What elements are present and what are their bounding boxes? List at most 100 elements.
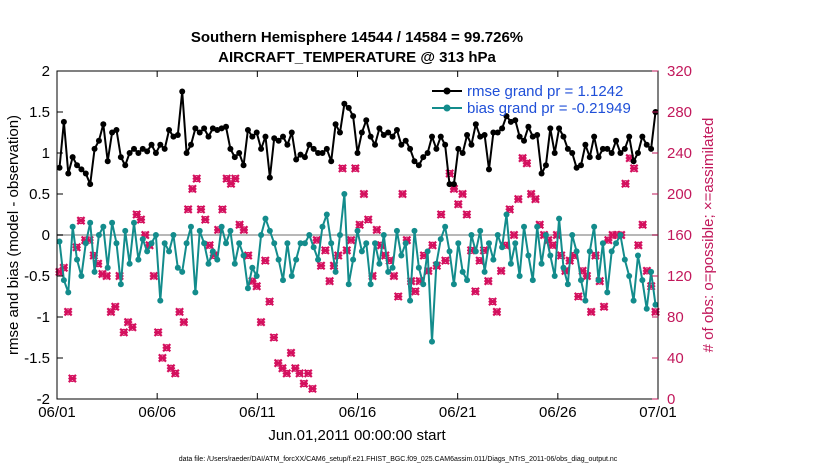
bias-point xyxy=(126,260,133,267)
bias-point xyxy=(407,297,414,304)
rmse-point xyxy=(315,150,322,156)
bias-point xyxy=(586,248,593,255)
rmse-point xyxy=(586,154,593,161)
legend-rmse-label: rmse grand pr = 1.1242 xyxy=(467,83,623,100)
legend-rmse-swatch-marker xyxy=(443,87,451,95)
rmse-point xyxy=(91,145,98,152)
rmse-point xyxy=(503,113,510,120)
rmse-point xyxy=(161,145,168,152)
bias-point xyxy=(577,277,584,284)
rmse-point xyxy=(376,125,383,132)
bias-point xyxy=(288,273,295,279)
bias-point xyxy=(503,211,510,218)
obs-assimilated-point xyxy=(346,235,356,245)
rmse-point xyxy=(240,162,247,169)
bias-point xyxy=(350,256,357,263)
bias-point xyxy=(512,240,519,247)
obs-assimilated-point xyxy=(398,189,407,199)
bias-point xyxy=(196,227,203,234)
bias-point xyxy=(266,227,273,234)
bias-point xyxy=(91,268,98,275)
rmse-point xyxy=(148,141,155,148)
rmse-point xyxy=(643,141,650,148)
rmse-point xyxy=(424,150,431,156)
rmse-point xyxy=(201,125,208,132)
bias-point xyxy=(634,252,641,259)
obs-assimilated-point xyxy=(441,256,450,266)
rmse-point xyxy=(179,88,186,95)
bias-point xyxy=(170,232,177,238)
rmse-point xyxy=(262,133,269,140)
rmse-point xyxy=(280,133,287,140)
rmse-point xyxy=(253,129,260,136)
rmse-point xyxy=(223,123,230,130)
bias-point xyxy=(275,256,282,263)
bias-point xyxy=(354,227,361,234)
bias-point xyxy=(547,252,554,259)
bias-point xyxy=(293,256,300,263)
obs-assimilated-point xyxy=(509,230,519,240)
obs-assimilated-point xyxy=(196,204,206,214)
rmse-point xyxy=(442,141,449,148)
obs-assimilated-point xyxy=(149,271,159,281)
rmse-point xyxy=(481,131,488,138)
rmse-point xyxy=(341,100,348,107)
bias-point xyxy=(621,256,628,263)
bias-point xyxy=(104,264,111,271)
bias-point xyxy=(569,232,576,238)
bias-point xyxy=(323,211,330,218)
rmse-point xyxy=(69,154,76,161)
x-tick-label: 07/01 xyxy=(639,404,677,421)
rmse-point xyxy=(393,127,400,134)
bias-point xyxy=(122,227,129,234)
bias-point xyxy=(468,232,475,238)
bias-series xyxy=(56,191,659,345)
chart-title: Southern Hemisphere 14544 / 14584 = 99.7… xyxy=(191,29,523,46)
bias-point xyxy=(560,264,567,271)
rmse-point xyxy=(104,158,111,165)
rmse-point xyxy=(363,117,370,124)
obs-assimilated-point xyxy=(192,174,202,184)
bias-point xyxy=(455,240,462,247)
rmse-point xyxy=(135,150,142,156)
rmse-point xyxy=(65,170,72,177)
rmse-point xyxy=(648,145,655,152)
bias-point xyxy=(464,277,471,284)
bias-point xyxy=(573,248,580,255)
rmse-point xyxy=(494,129,501,136)
rmse-point xyxy=(617,150,624,156)
rmse-point xyxy=(564,145,571,152)
obs-assimilated-point xyxy=(633,240,643,250)
bias-point xyxy=(363,240,370,247)
rmse-point xyxy=(231,154,238,161)
obs-assimilated-point xyxy=(338,163,347,173)
obs-assimilated-point xyxy=(483,276,493,286)
y-right-tick-label: 200 xyxy=(667,186,692,203)
rmse-point xyxy=(464,131,471,138)
rmse-point xyxy=(380,131,387,138)
rmse-point xyxy=(358,129,365,136)
obs-assimilated-point xyxy=(359,189,369,199)
bias-point xyxy=(306,232,313,238)
obs-assimilated-point xyxy=(453,199,463,209)
bias-point xyxy=(420,281,427,288)
y-right-tick-label: 240 xyxy=(667,145,692,162)
x-axis-label: Jun.01,2011 00:00:00 start xyxy=(268,427,446,444)
rmse-point xyxy=(266,174,273,181)
rmse-point xyxy=(639,133,646,140)
rmse-point xyxy=(437,133,444,140)
rmse-point xyxy=(249,133,256,140)
obs-assimilated-point xyxy=(303,368,313,378)
x-tick-label: 06/26 xyxy=(539,404,577,421)
rmse-point xyxy=(634,150,641,156)
rmse-point xyxy=(56,164,63,171)
x-tick-label: 06/06 xyxy=(138,404,176,421)
rmse-point xyxy=(166,127,173,134)
rmse-point xyxy=(626,133,633,140)
rmse-point xyxy=(450,181,457,188)
rmse-point xyxy=(174,131,181,138)
rmse-point xyxy=(521,137,528,144)
y-right-tick-label: 160 xyxy=(667,227,692,244)
bias-point xyxy=(516,273,523,279)
obs-assimilated-point xyxy=(488,297,497,307)
